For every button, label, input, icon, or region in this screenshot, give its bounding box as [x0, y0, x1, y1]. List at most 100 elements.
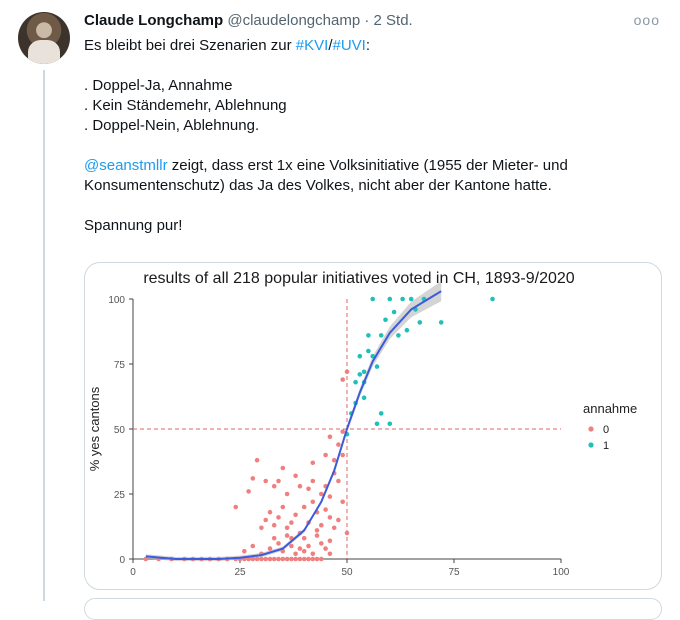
data-point-0: [336, 442, 341, 447]
data-point-0: [310, 478, 316, 484]
y-tick-label: 25: [114, 490, 126, 501]
data-point-0: [301, 504, 307, 510]
data-point-0: [284, 491, 290, 497]
data-point-0: [310, 499, 316, 505]
hashtag-kvi[interactable]: #KVI: [295, 37, 329, 54]
data-point-0: [327, 434, 333, 440]
data-point-0: [246, 556, 251, 562]
data-point-1: [391, 309, 397, 315]
data-point-0: [314, 556, 320, 562]
data-point-0: [319, 491, 324, 497]
data-point-1: [361, 395, 367, 401]
data-point-1: [404, 327, 410, 333]
data-point-0: [289, 520, 294, 525]
data-point-1: [490, 296, 495, 302]
data-point-1: [400, 296, 405, 302]
data-point-0: [284, 533, 290, 538]
author-handle[interactable]: @claudelongchamp: [227, 12, 361, 29]
data-point-0: [271, 522, 277, 528]
data-point-0: [310, 556, 316, 562]
data-point-0: [267, 546, 273, 551]
hashtag-uvi[interactable]: #UVI: [332, 37, 366, 54]
data-point-0: [250, 543, 256, 549]
legend-marker-0: [588, 426, 594, 432]
y-tick-label: 50: [114, 425, 126, 436]
data-point-0: [259, 556, 264, 562]
data-point-0: [340, 499, 345, 505]
data-point-0: [271, 483, 277, 489]
tweet-header: Claude Longchamp @claudelongchamp · 2 St…: [84, 12, 413, 29]
author-name[interactable]: Claude Longchamp: [84, 12, 224, 29]
data-point-1: [370, 296, 376, 302]
confidence-band: [145, 281, 442, 562]
intro-suffix: :: [365, 37, 371, 54]
data-point-0: [271, 535, 277, 541]
media-card-next[interactable]: [84, 598, 662, 620]
data-point-0: [327, 538, 333, 544]
chart-title: results of all 218 popular initiatives v…: [143, 270, 574, 287]
data-point-0: [293, 556, 298, 562]
data-point-0: [293, 551, 298, 557]
data-point-1: [387, 296, 393, 302]
data-point-0: [259, 525, 264, 531]
data-point-0: [297, 483, 303, 489]
data-point-1: [357, 372, 363, 377]
data-point-0: [254, 556, 260, 562]
tweet: Claude Longchamp @claudelongchamp · 2 St…: [18, 12, 662, 620]
data-point-0: [314, 533, 320, 538]
data-point-0: [297, 546, 303, 551]
x-tick-label: 0: [130, 567, 136, 578]
mention-link[interactable]: @seanstmllr: [84, 157, 168, 174]
data-point-0: [250, 556, 256, 562]
data-point-0: [310, 460, 316, 466]
data-point-0: [284, 556, 290, 562]
separator: ·: [364, 12, 370, 29]
hashtag-separator: /: [328, 37, 333, 54]
data-point-0: [280, 504, 286, 510]
data-point-0: [340, 377, 345, 382]
data-point-0: [331, 525, 337, 531]
data-point-1: [366, 348, 371, 354]
data-point-0: [340, 452, 345, 458]
data-point-0: [254, 457, 260, 463]
data-point-1: [387, 421, 393, 427]
more-options-icon[interactable]: ooo: [633, 12, 660, 28]
scenario-item: . Kein Ständemehr, Ablehnung: [84, 97, 287, 114]
data-point-0: [246, 489, 251, 494]
data-point-0: [293, 473, 298, 479]
data-point-1: [396, 333, 401, 338]
timestamp[interactable]: 2 Std.: [373, 12, 413, 29]
y-axis-label: % yes cantons: [87, 386, 102, 471]
data-point-1: [408, 296, 414, 302]
data-point-1: [438, 320, 444, 325]
data-point-0: [310, 551, 316, 557]
data-point-0: [263, 478, 268, 484]
data-point-0: [289, 543, 294, 549]
data-point-0: [276, 556, 281, 562]
data-point-1: [378, 411, 384, 416]
data-point-0: [289, 556, 294, 562]
data-point-1: [374, 421, 380, 427]
data-point-0: [327, 515, 333, 520]
data-point-0: [319, 522, 324, 528]
data-point-0: [319, 556, 324, 562]
scenario-item: . Doppel-Ja, Annahme: [84, 77, 233, 94]
data-point-0: [233, 504, 238, 510]
data-point-1: [370, 353, 376, 359]
data-point-0: [263, 556, 268, 562]
y-tick-label: 75: [114, 360, 126, 371]
data-point-0: [340, 429, 345, 434]
data-point-1: [353, 379, 358, 385]
mention-text: zeigt, dass erst 1x eine Volksinitiative…: [84, 157, 568, 194]
y-tick-label: 100: [108, 295, 125, 306]
avatar[interactable]: [18, 12, 70, 64]
data-point-0: [301, 556, 307, 562]
data-point-1: [417, 320, 423, 325]
data-point-0: [276, 515, 281, 520]
data-point-0: [280, 548, 286, 554]
data-point-0: [306, 556, 311, 562]
data-point-0: [336, 517, 341, 523]
data-point-0: [271, 556, 277, 562]
media-card[interactable]: results of all 218 popular initiatives v…: [84, 262, 662, 590]
data-point-0: [327, 494, 333, 499]
